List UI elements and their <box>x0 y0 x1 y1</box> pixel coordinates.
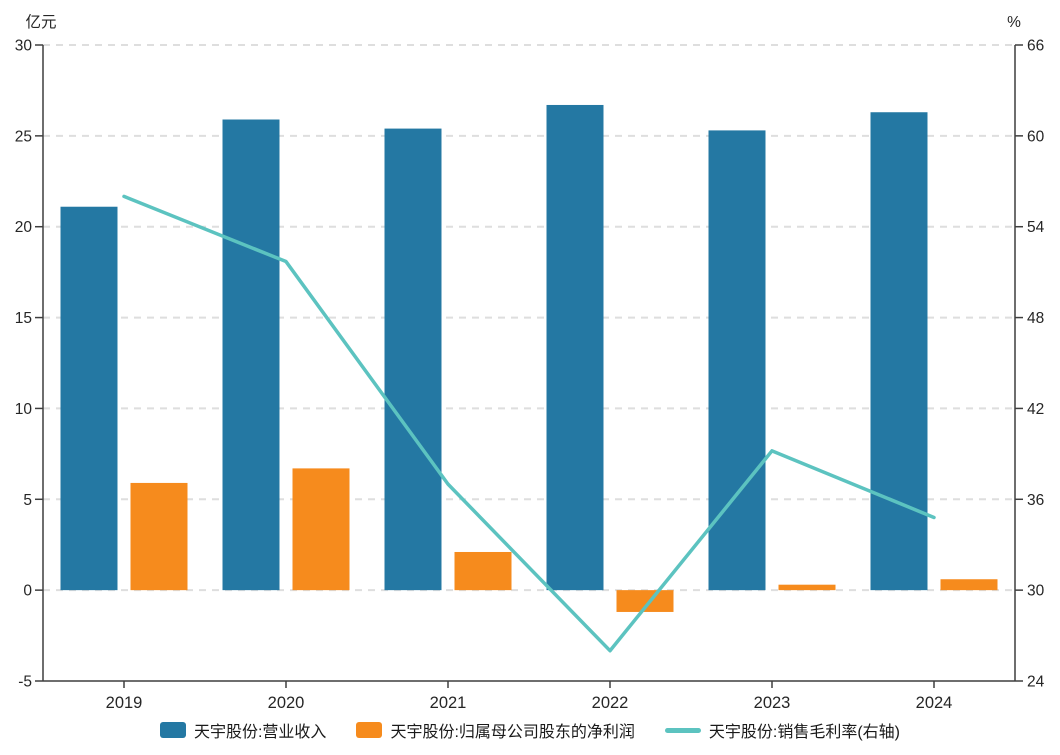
gross-margin-line <box>122 194 936 653</box>
x-axis-label-2022: 2022 <box>592 694 629 712</box>
left-axis-tick-label: 15 <box>15 310 32 327</box>
right-axis-tick-label: 48 <box>1027 310 1044 327</box>
left-axis-tick-label: -5 <box>18 674 32 691</box>
left-axis-tick-label: 30 <box>15 38 33 55</box>
right-axis-tick-label: 54 <box>1027 219 1045 236</box>
right-axis-tick-label: 36 <box>1027 492 1044 509</box>
left-axis-tick-label: 10 <box>15 401 33 418</box>
bar-revenue-2023 <box>708 130 766 591</box>
right-axis-tick-label: 30 <box>1027 583 1045 600</box>
legend-swatch-revenue <box>159 722 186 738</box>
right-axis-tick-label: 66 <box>1027 38 1044 55</box>
x-axis-label-2021: 2021 <box>430 694 467 712</box>
left-axis-tick-label: 0 <box>23 583 32 600</box>
x-axis-label-2020: 2020 <box>268 694 305 712</box>
legend: 天宇股份:营业收入 天宇股份:归属母公司股东的净利润 天宇股份:销售毛利率(右轴) <box>0 718 1060 742</box>
bar-net-profit-2023 <box>778 584 836 591</box>
plot-area: 30 25 20 15 10 5 0 -5 66 60 54 48 42 36 30 24 2019 2020 20… <box>15 13 1045 712</box>
x-axis-label-2024: 2024 <box>916 694 953 712</box>
right-axis-tick-label: 60 <box>1027 128 1045 145</box>
bar-net-profit-2021 <box>454 551 512 591</box>
legend-label-net-profit: 天宇股份:归属母公司股东的净利润 <box>390 724 635 741</box>
left-axis-tick-label: 20 <box>15 219 33 236</box>
bar-net-profit-2020 <box>292 468 350 591</box>
bar-net-profit-2022 <box>616 590 674 612</box>
bar-revenue-2021 <box>384 128 442 591</box>
bar-net-profit-2019 <box>130 482 188 591</box>
bar-net-profit-2024 <box>940 579 998 591</box>
legend-item-gross-margin: 天宇股份:销售毛利率(右轴) <box>664 718 900 742</box>
bar-revenue-2019 <box>60 206 118 591</box>
bar-revenue-2024 <box>870 112 928 591</box>
legend-label-gross-margin: 天宇股份:销售毛利率(右轴) <box>708 724 900 741</box>
x-axis-label-2023: 2023 <box>754 694 791 712</box>
right-axis-unit-label: % <box>1007 14 1021 31</box>
bar-revenue-2020 <box>222 119 280 591</box>
left-axis-tick-label: 25 <box>15 128 32 145</box>
legend-item-revenue: 天宇股份:营业收入 <box>159 718 327 742</box>
bar-revenue-2022 <box>546 104 604 591</box>
legend-item-net-profit: 天宇股份:归属母公司股东的净利润 <box>356 718 635 742</box>
left-axis-unit-label: 亿元 <box>25 13 56 31</box>
legend-swatch-net-profit <box>356 722 383 738</box>
right-axis-tick-label: 42 <box>1027 401 1044 418</box>
legend-swatch-gross-margin <box>664 727 701 733</box>
x-axis-label-2019: 2019 <box>106 694 143 712</box>
left-axis-tick-label: 5 <box>23 492 32 509</box>
legend-label-revenue: 天宇股份:营业收入 <box>193 724 327 741</box>
right-axis-tick-label: 24 <box>1027 674 1045 691</box>
